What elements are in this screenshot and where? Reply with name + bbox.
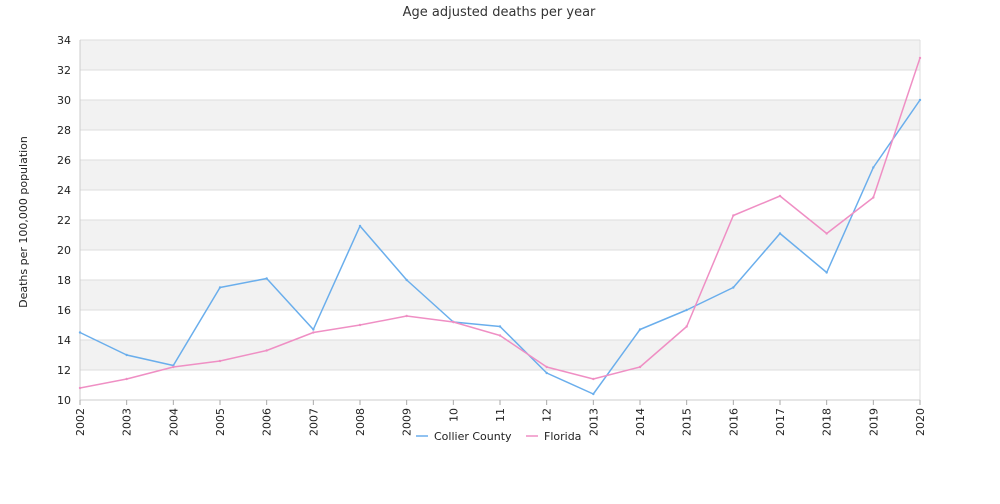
x-tick-label: 12 (541, 408, 554, 422)
series-point (872, 166, 875, 169)
series-point (218, 286, 222, 289)
series-lines (78, 56, 922, 396)
series-point (918, 98, 922, 102)
series-point (685, 325, 688, 328)
series-point (545, 365, 548, 369)
y-tick-label: 10 (57, 394, 71, 407)
y-tick-label: 24 (57, 184, 71, 197)
series-point (778, 194, 782, 198)
x-tick-label: 2003 (121, 408, 134, 436)
x-tick-label: 2002 (74, 408, 87, 436)
series-point (358, 323, 362, 327)
y-tick-label: 32 (57, 64, 71, 77)
series-point (218, 359, 222, 363)
y-tick-label: 18 (57, 274, 71, 287)
grid-band (80, 280, 920, 310)
x-tick-label: 2006 (261, 408, 274, 436)
series-point (125, 377, 128, 381)
y-axis-label: Deaths per 100,000 population (17, 136, 30, 308)
series-point (872, 196, 875, 199)
series-point (125, 353, 128, 357)
grid-band (80, 340, 920, 370)
series-point (592, 392, 595, 396)
legend: Collier County Florida (416, 430, 581, 443)
legend-label: Florida (544, 430, 581, 443)
y-tick-label: 22 (57, 214, 71, 227)
y-tick-label: 26 (57, 154, 71, 167)
x-tick-label: 10 (447, 408, 460, 422)
x-tick-label: 2020 (914, 408, 927, 436)
legend-label: Collier County (434, 430, 512, 443)
series-point (918, 56, 922, 60)
series-point (312, 328, 315, 331)
series-point (498, 325, 502, 328)
grid-band (80, 370, 920, 400)
series-point (638, 365, 642, 369)
y-tick-label: 34 (57, 34, 71, 47)
y-tick-label: 16 (57, 304, 71, 317)
grid-band (80, 160, 920, 190)
x-tick-label: 2004 (167, 408, 180, 436)
series-point (545, 371, 548, 375)
x-tick-label: 2014 (634, 408, 647, 436)
y-tick-label: 14 (57, 334, 71, 347)
series-point (498, 334, 502, 337)
series-point (265, 277, 268, 280)
x-tick-label: 2008 (354, 408, 367, 436)
y-tick-label: 20 (57, 244, 71, 257)
grid-band (80, 250, 920, 280)
series-point (78, 386, 82, 390)
series-point (778, 232, 782, 235)
series-point (732, 286, 735, 289)
x-tick-label: 2017 (774, 408, 787, 436)
grid-bands (80, 40, 920, 400)
x-tick-label: 2013 (587, 408, 600, 436)
x-tick-label: 11 (494, 408, 507, 422)
series-point (312, 331, 315, 334)
y-tick-label: 12 (57, 364, 71, 377)
x-tick-label: 2019 (867, 408, 880, 436)
x-tick-label: 2009 (401, 408, 414, 436)
series-point (825, 271, 828, 274)
series-point (732, 214, 735, 217)
x-tick-label: 2005 (214, 408, 227, 436)
x-tick-label: 2018 (821, 408, 834, 436)
grid-band (80, 220, 920, 250)
grid-band (80, 190, 920, 220)
x-tick-label: 2015 (681, 408, 694, 436)
series-point (825, 232, 828, 235)
grid-band (80, 70, 920, 100)
axes: 10 12 14 16 18 20 22 24 26 28 30 32 34 2002 2003 2004 20… (57, 34, 927, 436)
grid-band (80, 130, 920, 160)
series-point (358, 224, 362, 228)
grid-band (80, 40, 920, 70)
y-tick-label: 30 (57, 94, 71, 107)
series-point (592, 377, 595, 381)
series-point (685, 308, 688, 312)
series-point (405, 314, 408, 318)
grid-band (80, 100, 920, 130)
x-tick-label: 2007 (307, 408, 320, 436)
series-point (172, 365, 175, 369)
series-point (638, 328, 642, 331)
chart-title: Age adjusted deaths per year (403, 5, 596, 20)
series-point (452, 320, 455, 324)
series-point (78, 331, 82, 334)
series-point (405, 278, 408, 282)
series-point (265, 349, 268, 352)
y-tick-label: 28 (57, 124, 71, 137)
x-tick-label: 2016 (727, 408, 740, 436)
